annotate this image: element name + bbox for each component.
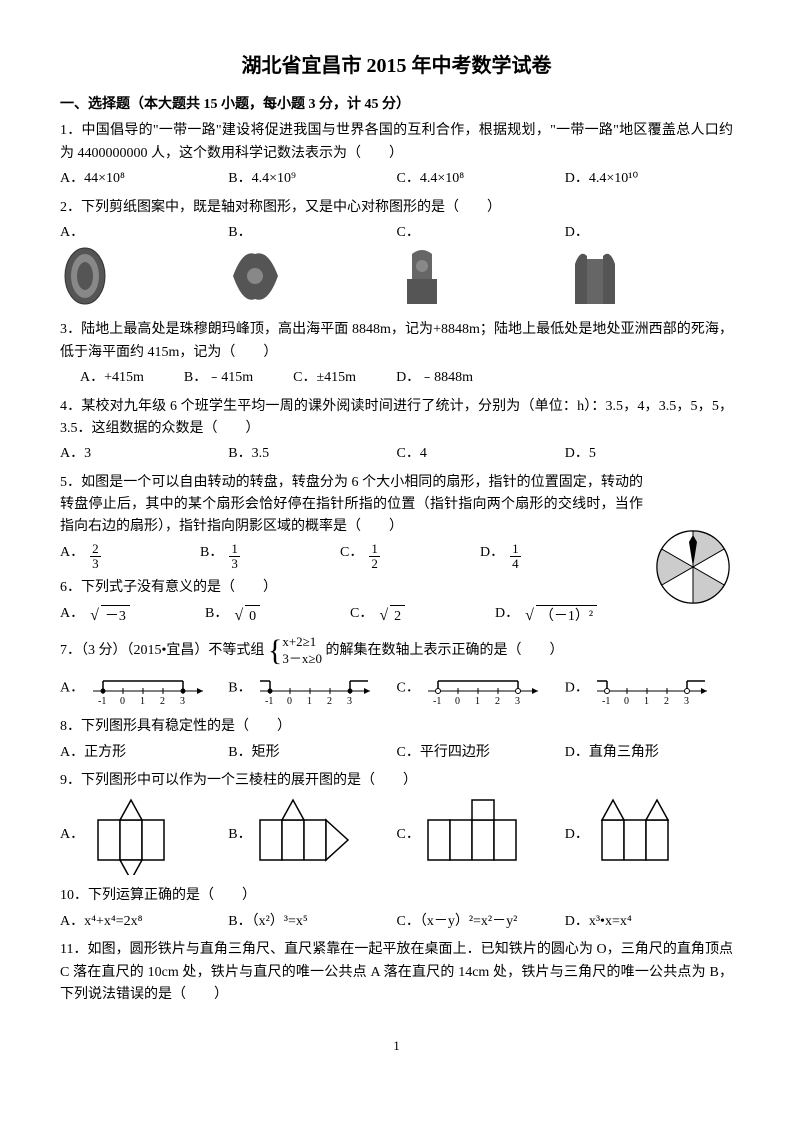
svg-text:1: 1 (644, 696, 649, 706)
q2-opt-a: A． (60, 222, 228, 309)
svg-text:2: 2 (160, 696, 165, 706)
q4-options: A．3 B．3.5 C．4 D．5 (60, 443, 733, 465)
svg-text:1: 1 (475, 696, 480, 706)
svg-text:0: 0 (287, 696, 292, 706)
q2-opt-d: D． (565, 222, 733, 309)
page-title: 湖北省宜昌市 2015 年中考数学试卷 (60, 50, 733, 82)
q7-opt-d: D． -1 0 1 2 3 (565, 671, 733, 706)
q11-text: 11．如图，圆形铁片与直角三角尺、直尺紧靠在一起平放在桌面上．已知铁片的圆心为 … (60, 939, 733, 1006)
q8-opt-c: C．平行四边形 (397, 742, 565, 764)
pattern-a-icon (60, 244, 110, 309)
svg-text:0: 0 (624, 696, 629, 706)
q5-opt-a: A． 23 (60, 542, 200, 572)
q3-text: 3．陆地上最高处是珠穆朗玛峰顶，高出海平面 8848m，记为+8848m；陆地上… (60, 319, 733, 364)
q9-opt-b: B． (228, 795, 396, 875)
q4-opt-c: C．4 (397, 443, 565, 465)
q7-opt-b: B． -1 0 1 2 3 (228, 671, 396, 706)
q5-opt-c: C． 12 (340, 542, 480, 572)
q2-opt-c: C． (397, 222, 565, 309)
q6-opt-a: A． －3 (60, 603, 205, 629)
q2-text: 2．下列剪纸图案中，既是轴对称图形，又是中心对称图形的是（ ） (60, 197, 733, 219)
q8-opt-d: D．直角三角形 (565, 742, 733, 764)
q10-opt-a: A．x⁴+x⁴=2x⁸ (60, 911, 228, 933)
q10-opt-b: B．（x²）³=x⁵ (228, 911, 396, 933)
q10-opt-d: D．x³•x=x⁴ (565, 911, 733, 933)
q9-text: 9．下列图形中可以作为一个三棱柱的展开图的是（ ） (60, 770, 733, 792)
q10-opt-c: C．（x－y）²=x²－y² (397, 911, 565, 933)
q1-options: A．44×10⁸ B．4.4×10⁹ C．4.4×10⁸ D．4.4×10¹⁰ (60, 168, 733, 190)
q9-opt-a: A． (60, 795, 228, 875)
section-header: 一、选择题（本大题共 15 小题，每小题 3 分，计 45 分） (60, 94, 733, 116)
q1-opt-d: D．4.4×10¹⁰ (565, 168, 733, 190)
net-a-icon (88, 795, 178, 875)
q6-opt-c: C． 2 (350, 603, 495, 629)
pattern-c-icon (397, 244, 447, 309)
q3-opt-d: D．﹣8848m (396, 367, 473, 389)
svg-text:3: 3 (347, 696, 352, 706)
q6-opt-d: D． （－1）² (495, 603, 640, 629)
q7-text: 7．（3 分）（2015•宜昌）不等式组 { x+2≥1 3－x≥0 的解集在数… (60, 634, 733, 668)
q4-opt-b: B．3.5 (228, 443, 396, 465)
q9-options: A． B． C． (60, 795, 733, 875)
net-b-icon (255, 795, 355, 875)
svg-text:1: 1 (140, 696, 145, 706)
q10-options: A．x⁴+x⁴=2x⁸ B．（x²）³=x⁵ C．（x－y）²=x²－y² D．… (60, 911, 733, 933)
q9-opt-c: C． (397, 795, 565, 875)
numberline-a-icon: -1 0 1 2 3 (88, 671, 208, 706)
q1-opt-c: C．4.4×10⁸ (397, 168, 565, 190)
q2-options: A． B． C． D． (60, 222, 733, 309)
q7-opt-c: C． -1 0 1 2 3 (397, 671, 565, 706)
q6-text: 6．下列式子没有意义的是（ ） (60, 577, 733, 599)
q9-opt-d: D． (565, 795, 733, 875)
svg-text:2: 2 (327, 696, 332, 706)
q8-options: A．正方形 B．矩形 C．平行四边形 D．直角三角形 (60, 742, 733, 764)
q6-options: A． －3 B． 0 C． 2 D． （－1）² (60, 603, 640, 629)
pattern-d-icon (565, 244, 625, 309)
q1-text: 1．中国倡导的"一带一路"建设将促进我国与世界各国的互利合作，根据规划，"一带一… (60, 120, 733, 165)
q8-opt-b: B．矩形 (228, 742, 396, 764)
page-number: 1 (60, 1036, 733, 1057)
svg-text:2: 2 (495, 696, 500, 706)
q3-opt-b: B．﹣415m (184, 367, 253, 389)
pattern-b-icon (228, 244, 283, 309)
svg-text:3: 3 (515, 696, 520, 706)
q7-opt-a: A． -1 0 1 2 3 (60, 671, 228, 706)
q6-opt-b: B． 0 (205, 603, 350, 629)
spinner-diagram (653, 527, 733, 607)
q3-options: A．+415m B．﹣415m C．±415m D．﹣8848m (80, 367, 733, 389)
q5-opt-b: B． 13 (200, 542, 340, 572)
q3-opt-a: A．+415m (80, 367, 144, 389)
q1-opt-b: B．4.4×10⁹ (228, 168, 396, 190)
svg-text:3: 3 (180, 696, 185, 706)
net-c-icon (423, 795, 518, 875)
q2-opt-b: B． (228, 222, 396, 309)
svg-text:-1: -1 (98, 696, 106, 706)
svg-text:3: 3 (684, 696, 689, 706)
q5-opt-d: D． 14 (480, 542, 620, 572)
q4-opt-d: D．5 (565, 443, 733, 465)
numberline-d-icon: -1 0 1 2 3 (592, 671, 712, 706)
svg-text:0: 0 (120, 696, 125, 706)
q5-text: 5．如图是一个可以自由转动的转盘，转盘分为 6 个大小相同的扇形，指针的位置固定… (60, 472, 733, 539)
q10-text: 10．下列运算正确的是（ ） (60, 885, 733, 907)
q4-text: 4．某校对九年级 6 个班学生平均一周的课外阅读时间进行了统计，分别为（单位：h… (60, 396, 733, 441)
svg-text:0: 0 (455, 696, 460, 706)
q1-opt-a: A．44×10⁸ (60, 168, 228, 190)
net-d-icon (592, 795, 682, 875)
q3-opt-c: C．±415m (293, 367, 356, 389)
q8-opt-a: A．正方形 (60, 742, 228, 764)
numberline-c-icon: -1 0 1 2 3 (423, 671, 543, 706)
q8-text: 8．下列图形具有稳定性的是（ ） (60, 716, 733, 738)
q5-options: A． 23 B． 13 C． 12 D． 14 (60, 542, 620, 572)
svg-text:-1: -1 (265, 696, 273, 706)
svg-text:2: 2 (664, 696, 669, 706)
svg-text:-1: -1 (602, 696, 610, 706)
q7-options: A． -1 0 1 2 3 B． -1 0 1 2 3 (60, 671, 733, 706)
svg-text:1: 1 (307, 696, 312, 706)
numberline-b-icon: -1 0 1 2 3 (255, 671, 375, 706)
svg-text:-1: -1 (433, 696, 441, 706)
q4-opt-a: A．3 (60, 443, 228, 465)
